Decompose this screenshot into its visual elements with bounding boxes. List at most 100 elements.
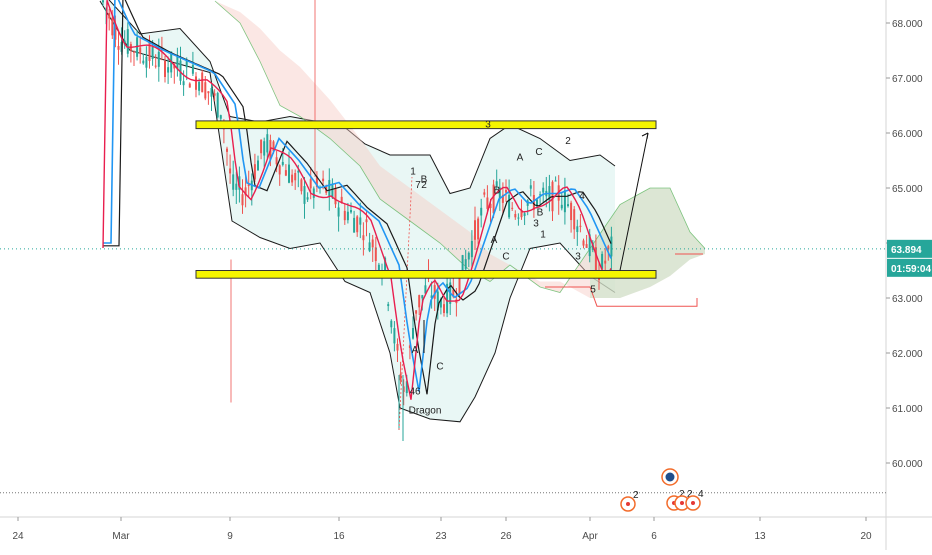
lower-zone <box>195 270 657 279</box>
candle-body <box>300 179 303 192</box>
candle-body <box>396 343 399 351</box>
candle-body <box>567 204 569 207</box>
candle-body <box>446 283 449 314</box>
candle-body <box>495 181 498 186</box>
candle-body <box>260 139 263 154</box>
candle-body <box>374 247 377 262</box>
candle-body <box>514 214 517 218</box>
candle-body <box>266 134 269 153</box>
candle-body <box>464 259 467 270</box>
chart-annotation: 5 <box>590 285 596 296</box>
candle-body <box>117 45 120 50</box>
candle-body <box>486 197 489 209</box>
chart-annotation: A <box>412 345 419 356</box>
candle-body <box>157 51 160 67</box>
event-badge-count: 2 <box>687 489 693 500</box>
candle-body <box>517 217 520 219</box>
candle-body <box>424 285 427 294</box>
cloud-base-line <box>545 286 698 307</box>
candle-body <box>529 185 532 189</box>
candle-body <box>405 381 408 394</box>
candle-body <box>356 216 359 233</box>
candle-body <box>238 176 241 190</box>
candle-body <box>334 187 337 205</box>
projection-arrow-line <box>619 132 649 271</box>
candle-body <box>263 141 266 156</box>
chart-annotation: 46 <box>409 386 421 397</box>
candle-body <box>185 60 188 68</box>
candle-body <box>588 234 591 257</box>
candle-body <box>393 328 396 344</box>
candle-body <box>244 187 247 196</box>
candle-body <box>489 203 492 209</box>
last-price-tag <box>887 239 932 258</box>
event-badge-dot <box>691 501 695 505</box>
chart-annotation: C <box>502 252 509 263</box>
candle-body <box>492 184 495 214</box>
candle-body <box>235 183 238 190</box>
candle-body <box>368 242 371 252</box>
candle-body <box>408 345 411 349</box>
x-tick-label: 26 <box>500 531 512 542</box>
candle-body <box>133 51 135 53</box>
candle-body <box>275 157 278 165</box>
candle-body <box>154 65 157 67</box>
candle-body <box>151 46 154 59</box>
chart-annotation: 2 <box>565 136 571 147</box>
candle-body <box>288 164 290 183</box>
candle-body <box>384 257 387 271</box>
candle-body <box>480 207 483 216</box>
candle-body <box>182 81 185 86</box>
candle-body <box>461 255 464 277</box>
candle-body <box>229 168 232 174</box>
x-tick-label: 13 <box>754 531 766 542</box>
candle-body <box>532 194 535 210</box>
candle-body <box>198 81 201 91</box>
event-badge-dot <box>626 502 630 506</box>
chart-annotation: A <box>491 235 498 246</box>
candle-body <box>105 8 108 11</box>
candle-body <box>415 310 418 314</box>
y-tick-label: 66.000 <box>892 129 923 140</box>
candle-body <box>353 217 356 233</box>
y-tick-label: 68.000 <box>892 19 923 30</box>
candle-body <box>610 236 613 257</box>
chart-annotation: B <box>537 208 544 219</box>
candle-body <box>443 304 445 313</box>
candle-body <box>315 176 318 187</box>
candle-body <box>523 213 526 216</box>
candle-body <box>585 244 588 248</box>
candle-body <box>421 295 424 299</box>
candle-body <box>340 196 343 203</box>
candle-body <box>142 60 145 64</box>
projection-arrow-head <box>641 132 649 140</box>
chart-annotation: 2 <box>421 180 427 191</box>
candle-body <box>576 226 579 233</box>
candle-body <box>365 219 368 223</box>
chart-annotation: A <box>517 153 524 164</box>
candle-body <box>520 210 523 218</box>
candle-body <box>390 320 393 328</box>
candle-body <box>439 298 442 308</box>
x-tick-label: 16 <box>333 531 345 542</box>
candle-body <box>573 209 576 230</box>
candle-body <box>278 165 281 175</box>
candle-body <box>291 174 294 183</box>
candle-body <box>346 211 349 221</box>
candle-body <box>241 194 244 206</box>
candle-body <box>201 72 204 93</box>
candle-body <box>399 373 402 381</box>
candle-body <box>331 185 334 198</box>
candle-body <box>207 91 210 94</box>
candle-body <box>226 148 228 152</box>
candle-body <box>195 76 197 90</box>
event-badge-count: 2 <box>633 490 639 501</box>
candle-body <box>294 172 297 181</box>
candle-body <box>312 188 315 198</box>
x-tick-label: 20 <box>860 531 872 542</box>
candle-body <box>148 41 151 62</box>
chart-annotation: B <box>494 186 501 197</box>
candle-body <box>337 207 340 217</box>
